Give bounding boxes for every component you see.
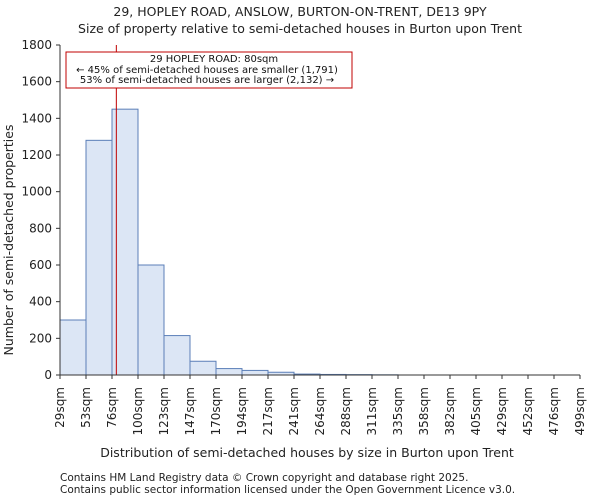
bar-100sqm [137, 264, 165, 376]
x-tick-label-429sqm: 429sqm [495, 387, 509, 435]
y-tick-label-1400: 1400 [21, 111, 52, 125]
y-tick-label-1000: 1000 [21, 185, 52, 199]
x-tick-label-405sqm: 405sqm [469, 387, 483, 435]
x-tick-label-147sqm: 147sqm [183, 387, 197, 435]
x-tick-label-53sqm: 53sqm [79, 387, 93, 428]
x-tick-label-194sqm: 194sqm [235, 387, 249, 435]
bar-29sqm [59, 319, 87, 376]
annotation-line-2: ← 45% of semi-detached houses are smalle… [76, 65, 338, 76]
annotation-line-1: 29 HOPLEY ROAD: 80sqm [150, 54, 278, 65]
chart-title: 29, HOPLEY ROAD, ANSLOW, BURTON-ON-TRENT… [113, 4, 487, 19]
bar-147sqm [189, 360, 217, 376]
x-tick-label-288sqm: 288sqm [339, 387, 353, 435]
y-ticks-group: 0 200 400 600 800 1000 1200 1400 1600 1800 [21, 38, 60, 382]
x-tick-label-499sqm: 499sqm [573, 387, 587, 435]
footer-line-2: Contains public sector information licen… [60, 484, 515, 496]
y-tick-label-1200: 1200 [21, 148, 52, 162]
y-tick-label-400: 400 [29, 295, 52, 309]
annotation-box: 29 HOPLEY ROAD: 80sqm ← 45% of semi-deta… [65, 51, 353, 89]
x-tick-label-311sqm: 311sqm [365, 387, 379, 435]
x-tick-label-476sqm: 476sqm [547, 387, 561, 435]
x-tick-label-217sqm: 217sqm [261, 387, 275, 435]
footer-line-1: Contains HM Land Registry data © Crown c… [60, 472, 468, 484]
x-tick-label-29sqm: 29sqm [53, 387, 67, 428]
bars-group [59, 108, 399, 376]
y-tick-label-1600: 1600 [21, 75, 52, 89]
y-tick-label-800: 800 [29, 221, 52, 235]
y-tick-label-0: 0 [44, 368, 52, 382]
x-tick-label-100sqm: 100sqm [131, 387, 145, 435]
x-tick-label-264sqm: 264sqm [313, 387, 327, 435]
x-tick-label-241sqm: 241sqm [287, 387, 301, 435]
x-tick-label-358sqm: 358sqm [417, 387, 431, 435]
y-tick-label-1800: 1800 [21, 38, 52, 52]
y-axis-title: Number of semi-detached properties [1, 125, 16, 356]
y-tick-label-600: 600 [29, 258, 52, 272]
x-tick-label-123sqm: 123sqm [157, 387, 171, 435]
bar-123sqm [163, 335, 191, 376]
bar-170sqm [215, 368, 243, 376]
bar-53sqm [85, 139, 113, 376]
x-ticks-group: 29sqm 53sqm 76sqm 100sqm 123sqm 147sqm 170sqm 1… [53, 375, 587, 435]
chart-subtitle: Size of property relative to semi-detach… [78, 21, 522, 36]
annotation-frame [65, 51, 353, 89]
x-axis-title: Distribution of semi-detached houses by … [100, 445, 514, 460]
x-tick-label-382sqm: 382sqm [443, 387, 457, 435]
y-tick-label-200: 200 [29, 331, 52, 345]
x-tick-label-452sqm: 452sqm [521, 387, 535, 435]
x-tick-label-335sqm: 335sqm [391, 387, 405, 435]
x-tick-label-76sqm: 76sqm [105, 387, 119, 428]
x-tick-label-170sqm: 170sqm [209, 387, 223, 435]
bar-194sqm [241, 369, 269, 376]
annotation-line-3: 53% of semi-detached houses are larger (… [80, 75, 334, 86]
